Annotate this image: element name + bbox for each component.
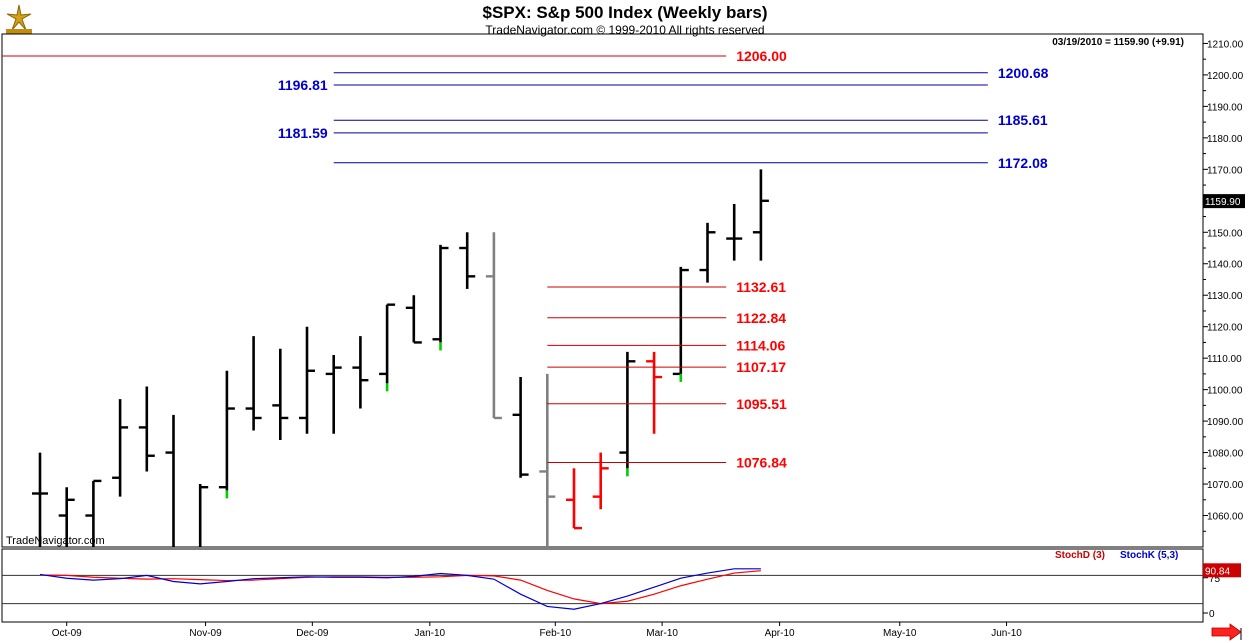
osc-y-tick-label: 75 xyxy=(1209,574,1221,585)
x-tick-label: Dec-09 xyxy=(296,628,329,639)
y-tick-label: 1210.00 xyxy=(1207,39,1244,50)
x-tick-label: Oct-09 xyxy=(52,628,82,639)
y-tick-label: 1060.00 xyxy=(1207,512,1244,523)
level-label: 1107.17 xyxy=(736,359,786,375)
chart-title: $SPX: S&p 500 Index (Weekly bars) xyxy=(482,3,768,22)
y-tick-label: 1070.00 xyxy=(1207,480,1244,491)
y-tick-label: 1080.00 xyxy=(1207,449,1244,460)
y-tick-label: 1150.00 xyxy=(1207,228,1243,239)
level-label: 1172.08 xyxy=(998,155,1048,171)
y-tick-label: 1090.00 xyxy=(1207,417,1244,428)
y-tick-label: 1200.00 xyxy=(1207,71,1244,82)
y-tick-label: 1190.00 xyxy=(1207,102,1243,113)
x-tick-label: Jun-10 xyxy=(991,628,1022,639)
x-tick-label: Apr-10 xyxy=(765,628,795,639)
osc-y-tick-label: 0 xyxy=(1209,609,1215,620)
x-tick-label: Feb-10 xyxy=(539,628,571,639)
level-label: 1122.84 xyxy=(736,310,786,326)
price-plot-area xyxy=(32,169,769,547)
level-label: 1132.61 xyxy=(736,279,786,295)
price-panel-frame xyxy=(1,33,1204,548)
legend-stochd: StochD (3) xyxy=(1055,550,1105,561)
osc-last-tag xyxy=(1203,563,1241,578)
watermark: TradeNavigator.com xyxy=(6,535,105,547)
x-tick-label: Mar-10 xyxy=(646,628,678,639)
last-price-label: 1159.90 xyxy=(1205,197,1241,208)
level-label: 1076.84 xyxy=(736,455,787,471)
red-arrow-right-icon[interactable] xyxy=(1211,623,1242,641)
navigator-logo-icon[interactable] xyxy=(2,2,36,36)
series-line-stochk xyxy=(39,568,761,610)
y-tick-label: 1140.00 xyxy=(1207,260,1243,271)
level-label: 1114.06 xyxy=(736,337,785,353)
last-price-tag xyxy=(1203,194,1245,209)
y-tick-label: 1130.00 xyxy=(1207,291,1243,302)
y-tick-label: 1110.00 xyxy=(1207,354,1242,365)
level-label: 1206.00 xyxy=(736,48,787,64)
x-tick-label: May-10 xyxy=(883,628,917,639)
level-label: 1095.51 xyxy=(736,396,787,412)
oscillator-panel-frame xyxy=(1,548,1204,623)
y-tick-label: 1180.00 xyxy=(1207,134,1243,145)
x-tick-label: Nov-09 xyxy=(189,628,222,639)
level-label: 1185.61 xyxy=(998,112,1048,128)
last-quote: 03/19/2010 = 1159.90 (+9.91) xyxy=(1052,37,1184,48)
level-label: 1196.81 xyxy=(278,77,328,93)
y-tick-label: 1170.00 xyxy=(1207,165,1243,176)
legend-stochk: StochK (5,3) xyxy=(1120,550,1179,561)
level-label: 1181.59 xyxy=(278,125,328,141)
y-tick-label: 1120.00 xyxy=(1207,323,1243,334)
x-tick-label: Jan-10 xyxy=(415,628,446,639)
osc-last-label: 90.84 xyxy=(1205,566,1230,577)
level-label: 1200.68 xyxy=(998,65,1049,81)
y-tick-label: 1100.00 xyxy=(1207,386,1243,397)
